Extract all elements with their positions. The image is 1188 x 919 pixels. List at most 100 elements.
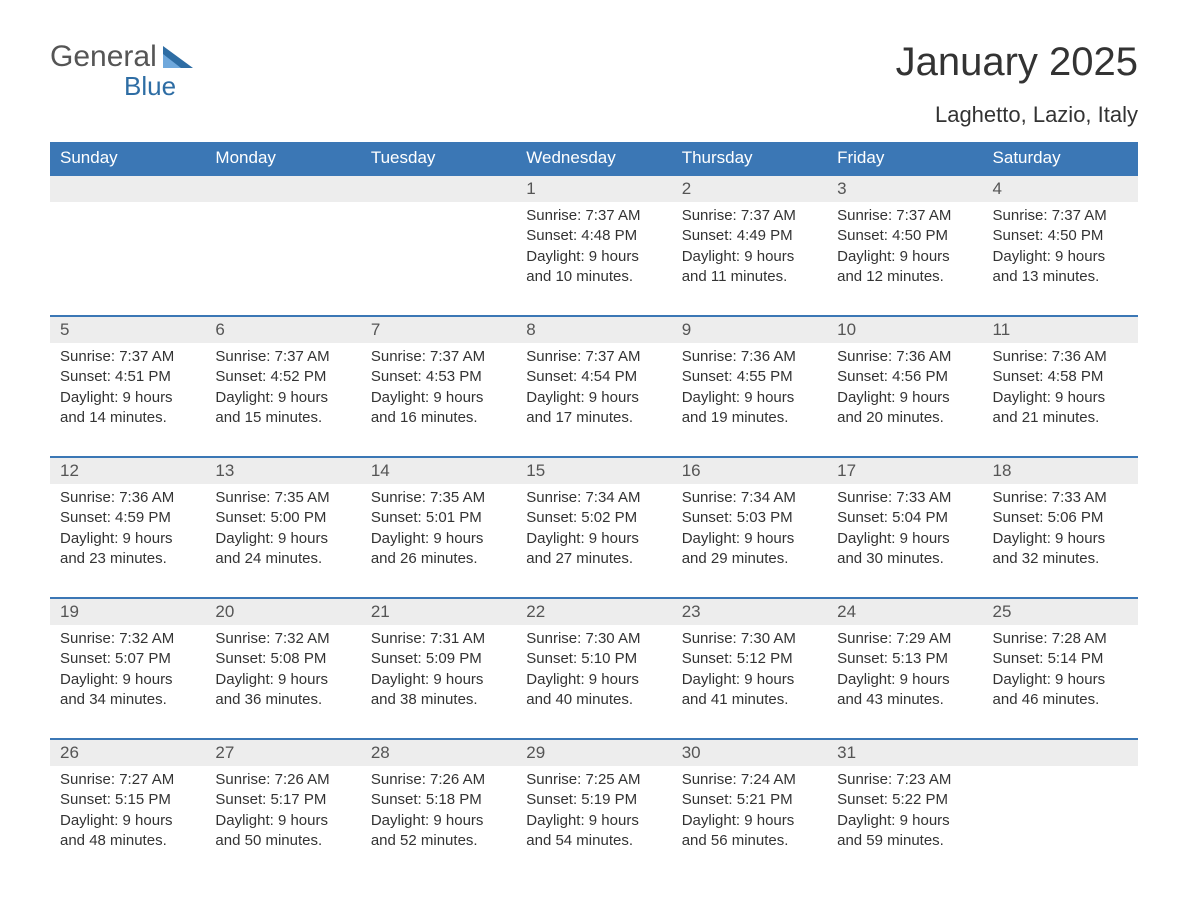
day-dl2: and 26 minutes. xyxy=(371,549,506,569)
day-sunset: Sunset: 4:59 PM xyxy=(60,508,195,528)
day-number-cell: 20 xyxy=(205,598,360,625)
day-sunrise: Sunrise: 7:23 AM xyxy=(837,770,972,790)
week-daynum-row: 1234 xyxy=(50,175,1138,202)
logo-flag-icon xyxy=(163,46,193,68)
day-detail-cell: Sunrise: 7:36 AMSunset: 4:58 PMDaylight:… xyxy=(983,343,1138,457)
day-detail-cell: Sunrise: 7:27 AMSunset: 5:15 PMDaylight:… xyxy=(50,766,205,879)
day-sunrise: Sunrise: 7:25 AM xyxy=(526,770,661,790)
day-dl1: Daylight: 9 hours xyxy=(215,529,350,549)
day-dl2: and 30 minutes. xyxy=(837,549,972,569)
day-sunset: Sunset: 5:10 PM xyxy=(526,649,661,669)
day-sunrise: Sunrise: 7:36 AM xyxy=(60,488,195,508)
day-sunrise: Sunrise: 7:28 AM xyxy=(993,629,1128,649)
week-detail-row: Sunrise: 7:27 AMSunset: 5:15 PMDaylight:… xyxy=(50,766,1138,879)
day-number-cell: 13 xyxy=(205,457,360,484)
day-dl2: and 43 minutes. xyxy=(837,690,972,710)
day-sunrise: Sunrise: 7:31 AM xyxy=(371,629,506,649)
day-detail-cell: Sunrise: 7:37 AMSunset: 4:54 PMDaylight:… xyxy=(516,343,671,457)
day-number-cell: 3 xyxy=(827,175,982,202)
day-header: Saturday xyxy=(983,142,1138,175)
day-sunset: Sunset: 4:50 PM xyxy=(837,226,972,246)
day-number-cell: 21 xyxy=(361,598,516,625)
day-dl1: Daylight: 9 hours xyxy=(215,388,350,408)
day-sunrise: Sunrise: 7:37 AM xyxy=(526,206,661,226)
day-sunset: Sunset: 4:53 PM xyxy=(371,367,506,387)
day-dl1: Daylight: 9 hours xyxy=(526,388,661,408)
day-header: Wednesday xyxy=(516,142,671,175)
day-dl2: and 32 minutes. xyxy=(993,549,1128,569)
day-dl1: Daylight: 9 hours xyxy=(526,529,661,549)
day-dl1: Daylight: 9 hours xyxy=(371,388,506,408)
day-sunset: Sunset: 5:09 PM xyxy=(371,649,506,669)
day-sunset: Sunset: 5:06 PM xyxy=(993,508,1128,528)
day-number-cell: 14 xyxy=(361,457,516,484)
day-dl2: and 50 minutes. xyxy=(215,831,350,851)
day-dl1: Daylight: 9 hours xyxy=(682,247,817,267)
day-detail-cell: Sunrise: 7:37 AMSunset: 4:53 PMDaylight:… xyxy=(361,343,516,457)
day-detail-cell: Sunrise: 7:28 AMSunset: 5:14 PMDaylight:… xyxy=(983,625,1138,739)
day-dl1: Daylight: 9 hours xyxy=(682,811,817,831)
day-sunset: Sunset: 5:04 PM xyxy=(837,508,972,528)
day-sunset: Sunset: 5:07 PM xyxy=(60,649,195,669)
day-sunrise: Sunrise: 7:32 AM xyxy=(215,629,350,649)
day-number-cell: 24 xyxy=(827,598,982,625)
day-number-cell xyxy=(361,175,516,202)
day-dl1: Daylight: 9 hours xyxy=(60,388,195,408)
day-sunset: Sunset: 5:13 PM xyxy=(837,649,972,669)
day-number-cell: 25 xyxy=(983,598,1138,625)
day-dl1: Daylight: 9 hours xyxy=(837,247,972,267)
day-number-cell: 27 xyxy=(205,739,360,766)
day-dl2: and 19 minutes. xyxy=(682,408,817,428)
day-detail-cell: Sunrise: 7:26 AMSunset: 5:17 PMDaylight:… xyxy=(205,766,360,879)
day-dl1: Daylight: 9 hours xyxy=(837,670,972,690)
day-dl2: and 24 minutes. xyxy=(215,549,350,569)
day-sunset: Sunset: 5:15 PM xyxy=(60,790,195,810)
day-dl1: Daylight: 9 hours xyxy=(526,247,661,267)
day-sunset: Sunset: 5:22 PM xyxy=(837,790,972,810)
day-detail-cell: Sunrise: 7:32 AMSunset: 5:08 PMDaylight:… xyxy=(205,625,360,739)
day-dl1: Daylight: 9 hours xyxy=(682,529,817,549)
day-dl1: Daylight: 9 hours xyxy=(215,811,350,831)
day-header: Sunday xyxy=(50,142,205,175)
day-dl2: and 10 minutes. xyxy=(526,267,661,287)
day-detail-cell: Sunrise: 7:31 AMSunset: 5:09 PMDaylight:… xyxy=(361,625,516,739)
day-number-cell: 12 xyxy=(50,457,205,484)
day-header: Tuesday xyxy=(361,142,516,175)
day-detail-cell xyxy=(983,766,1138,879)
day-sunrise: Sunrise: 7:35 AM xyxy=(215,488,350,508)
day-detail-cell: Sunrise: 7:36 AMSunset: 4:59 PMDaylight:… xyxy=(50,484,205,598)
day-sunset: Sunset: 5:01 PM xyxy=(371,508,506,528)
day-number-cell: 30 xyxy=(672,739,827,766)
day-sunset: Sunset: 5:14 PM xyxy=(993,649,1128,669)
day-dl1: Daylight: 9 hours xyxy=(682,388,817,408)
day-detail-cell: Sunrise: 7:34 AMSunset: 5:02 PMDaylight:… xyxy=(516,484,671,598)
day-sunrise: Sunrise: 7:37 AM xyxy=(526,347,661,367)
logo: General xyxy=(50,40,197,74)
day-dl2: and 46 minutes. xyxy=(993,690,1128,710)
day-number-cell: 10 xyxy=(827,316,982,343)
day-number-cell xyxy=(205,175,360,202)
day-dl1: Daylight: 9 hours xyxy=(526,811,661,831)
week-daynum-row: 567891011 xyxy=(50,316,1138,343)
day-sunrise: Sunrise: 7:37 AM xyxy=(682,206,817,226)
day-number-cell: 5 xyxy=(50,316,205,343)
day-number-cell: 9 xyxy=(672,316,827,343)
day-number-cell: 8 xyxy=(516,316,671,343)
day-dl1: Daylight: 9 hours xyxy=(837,811,972,831)
week-detail-row: Sunrise: 7:37 AMSunset: 4:48 PMDaylight:… xyxy=(50,202,1138,316)
day-number-cell: 31 xyxy=(827,739,982,766)
day-detail-cell: Sunrise: 7:37 AMSunset: 4:50 PMDaylight:… xyxy=(827,202,982,316)
day-number-cell: 23 xyxy=(672,598,827,625)
day-detail-cell: Sunrise: 7:34 AMSunset: 5:03 PMDaylight:… xyxy=(672,484,827,598)
day-dl2: and 12 minutes. xyxy=(837,267,972,287)
day-sunrise: Sunrise: 7:37 AM xyxy=(993,206,1128,226)
day-number-cell: 15 xyxy=(516,457,671,484)
day-number-cell: 7 xyxy=(361,316,516,343)
day-detail-cell xyxy=(205,202,360,316)
day-detail-cell xyxy=(361,202,516,316)
day-number-cell xyxy=(983,739,1138,766)
day-dl1: Daylight: 9 hours xyxy=(371,670,506,690)
day-detail-cell: Sunrise: 7:24 AMSunset: 5:21 PMDaylight:… xyxy=(672,766,827,879)
day-dl2: and 41 minutes. xyxy=(682,690,817,710)
day-dl1: Daylight: 9 hours xyxy=(993,529,1128,549)
